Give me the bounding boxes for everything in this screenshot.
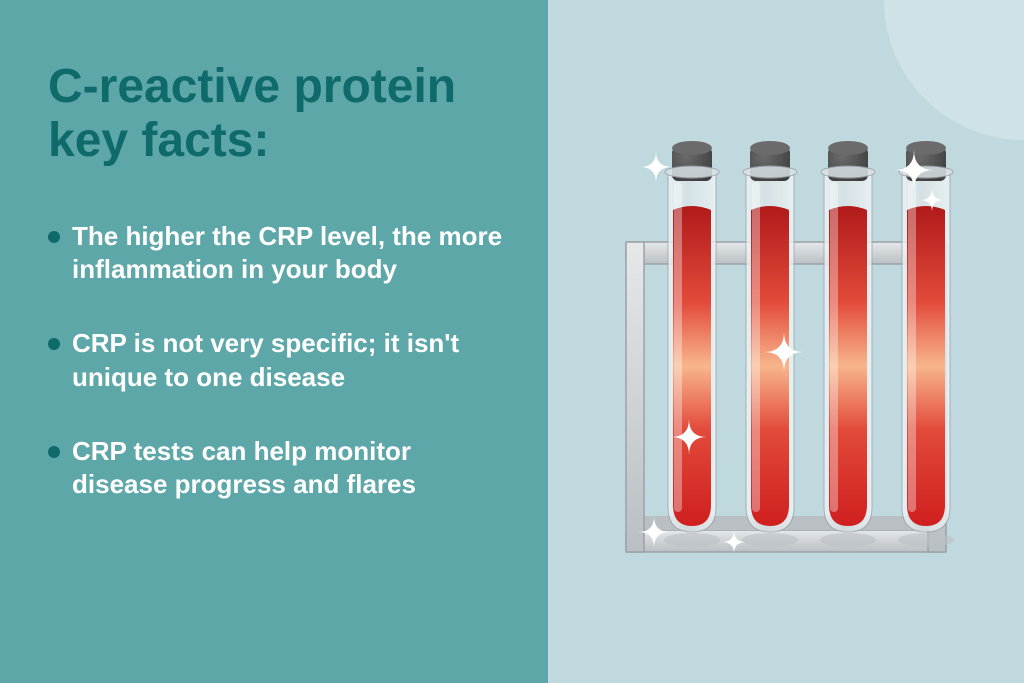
right-panel (548, 0, 1024, 683)
bullet-item: CRP tests can help monitor disease progr… (48, 435, 510, 503)
left-panel: C-reactive protein key facts: The higher… (0, 0, 548, 683)
bullet-item: CRP is not very specific; it isn't uniqu… (48, 327, 510, 395)
bullet-list: The higher the CRP level, the more infla… (48, 220, 510, 503)
page-title: C-reactive protein key facts: (48, 60, 510, 168)
test-tube-rack-icon (596, 92, 976, 592)
bullet-item: The higher the CRP level, the more infla… (48, 220, 510, 288)
